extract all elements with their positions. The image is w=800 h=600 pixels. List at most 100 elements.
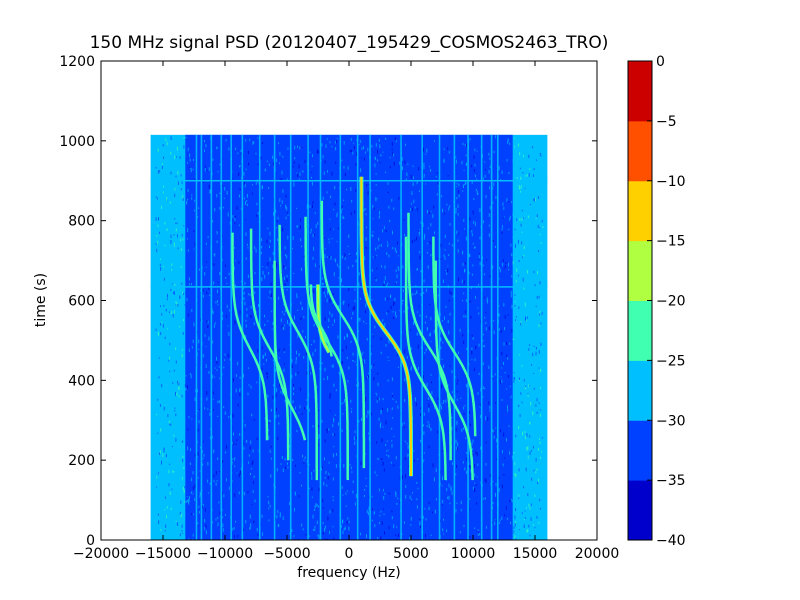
noise-speckle — [271, 293, 273, 298]
noise-speckle — [367, 410, 369, 415]
noise-speckle — [237, 152, 239, 155]
noise-speckle — [292, 248, 293, 250]
noise-speckle — [347, 245, 349, 247]
noise-speckle — [203, 454, 205, 457]
noise-speckle — [401, 157, 403, 161]
noise-speckle — [523, 524, 525, 528]
noise-speckle — [370, 352, 372, 355]
noise-speckle — [528, 348, 530, 351]
noise-speckle — [185, 375, 187, 377]
noise-speckle — [526, 529, 528, 533]
noise-speckle — [245, 139, 247, 142]
noise-speckle — [157, 197, 158, 200]
noise-speckle — [204, 407, 206, 410]
noise-speckle — [520, 190, 522, 193]
noise-speckle — [514, 228, 516, 231]
noise-speckle — [474, 482, 476, 484]
noise-speckle — [346, 333, 348, 338]
noise-speckle — [173, 310, 175, 314]
noise-speckle — [432, 213, 434, 218]
noise-speckle — [188, 500, 190, 505]
noise-speckle — [208, 184, 210, 189]
x-axis: −20000 −15000 −10000 −5000 0 5000 10000 15000 20… — [73, 61, 619, 562]
noise-speckle — [244, 183, 246, 188]
noise-speckle — [170, 288, 172, 292]
noise-speckle — [494, 521, 496, 526]
noise-speckle — [361, 157, 363, 159]
noise-speckle — [277, 436, 279, 441]
noise-speckle — [162, 144, 164, 147]
noise-speckle — [343, 141, 345, 145]
colorbar-segment — [628, 180, 652, 242]
noise-speckle — [271, 310, 273, 313]
noise-speckle — [420, 413, 421, 416]
noise-speckle — [354, 441, 356, 445]
noise-speckle — [278, 422, 280, 425]
noise-speckle — [164, 530, 166, 532]
colorbar-segment — [628, 480, 652, 541]
noise-speckle — [535, 217, 537, 220]
noise-speckle — [163, 156, 164, 159]
noise-speckle — [312, 514, 314, 519]
noise-speckle — [489, 186, 490, 190]
noise-speckle — [441, 402, 443, 404]
noise-speckle — [462, 142, 464, 145]
noise-speckle — [498, 313, 500, 316]
noise-speckle — [508, 200, 510, 203]
noise-speckle — [264, 314, 265, 318]
noise-speckle — [366, 337, 368, 341]
noise-speckle — [517, 143, 519, 147]
noise-speckle — [476, 191, 478, 195]
noise-speckle — [504, 372, 506, 374]
noise-speckle — [503, 432, 505, 437]
noise-speckle — [238, 172, 240, 176]
noise-speckle — [302, 330, 304, 333]
noise-speckle — [328, 318, 330, 322]
noise-speckle — [515, 243, 517, 247]
noise-speckle — [358, 282, 360, 286]
noise-speckle — [372, 256, 374, 258]
noise-speckle — [216, 193, 218, 198]
noise-speckle — [391, 148, 393, 151]
noise-speckle — [298, 164, 300, 169]
noise-speckle — [322, 522, 324, 524]
noise-speckle — [512, 236, 514, 239]
noise-speckle — [500, 376, 502, 378]
colorbar — [628, 61, 652, 541]
noise-speckle — [442, 320, 444, 322]
noise-speckle — [455, 427, 457, 432]
noise-speckle — [159, 322, 161, 326]
noise-speckle — [381, 408, 383, 411]
noise-speckle — [263, 363, 265, 365]
noise-speckle — [298, 412, 300, 414]
noise-speckle — [344, 256, 346, 260]
noise-speckle — [233, 441, 235, 445]
noise-speckle — [295, 372, 297, 376]
noise-speckle — [499, 519, 501, 522]
noise-speckle — [375, 277, 377, 279]
noise-speckle — [510, 290, 512, 294]
noise-speckle — [194, 199, 196, 202]
noise-speckle — [269, 245, 270, 249]
noise-speckle — [336, 214, 338, 218]
noise-speckle — [411, 498, 413, 501]
noise-speckle — [417, 366, 419, 371]
noise-speckle — [305, 336, 306, 339]
y-tick-label: 1000 — [59, 134, 95, 150]
noise-speckle — [379, 162, 381, 164]
noise-speckle — [355, 494, 357, 498]
noise-speckle — [163, 277, 165, 281]
noise-speckle — [407, 306, 409, 310]
noise-speckle — [296, 293, 298, 298]
noise-speckle — [160, 428, 162, 432]
noise-speckle — [419, 255, 421, 260]
noise-speckle — [350, 186, 352, 191]
noise-speckle — [511, 499, 513, 503]
noise-speckle — [319, 265, 320, 269]
noise-speckle — [276, 468, 278, 472]
noise-speckle — [534, 494, 536, 498]
noise-speckle — [455, 156, 457, 159]
noise-speckle — [175, 222, 177, 224]
noise-speckle — [335, 147, 337, 151]
noise-speckle — [222, 516, 224, 518]
